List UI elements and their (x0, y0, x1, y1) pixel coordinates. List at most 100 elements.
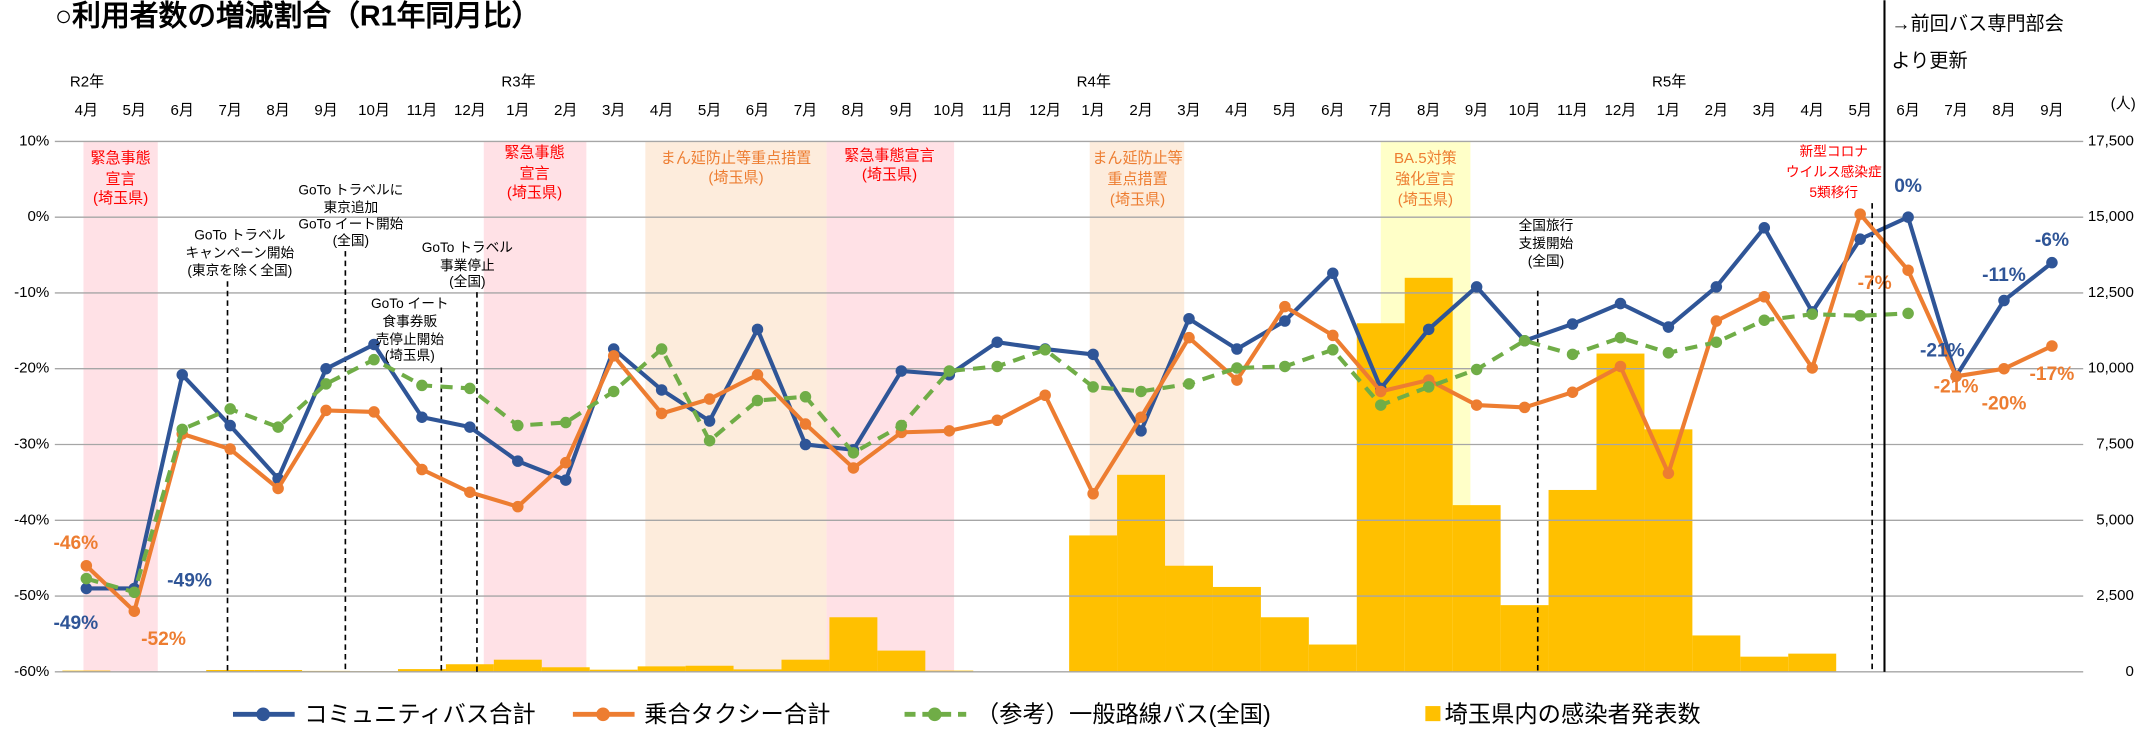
year-label: R5年 (1652, 73, 1686, 90)
series-marker (1327, 329, 1339, 342)
x-tick-label: 7月 (1369, 102, 1392, 119)
series-marker (1135, 385, 1147, 398)
series-marker (1087, 381, 1099, 393)
value-label: -49% (167, 571, 212, 592)
series-marker (1662, 321, 1675, 333)
series-marker (1422, 381, 1435, 393)
series-marker (1327, 344, 1339, 356)
event-label: 支援開始 (1519, 236, 1574, 251)
series-marker (464, 421, 476, 433)
year-label: R4年 (1077, 73, 1111, 90)
legend-label: 埼玉県内の感染者発表数 (1445, 701, 1701, 727)
series-marker (464, 486, 476, 498)
x-tick-label: 12月 (1605, 102, 1637, 119)
series-marker (991, 336, 1003, 348)
infection-bar (1356, 323, 1405, 672)
y-tick-label: -50% (14, 587, 49, 604)
x-tick-label: 1月 (1081, 102, 1104, 119)
series-marker (560, 456, 572, 469)
value-label: -20% (1982, 393, 2027, 414)
x-tick-label: 3月 (602, 102, 625, 119)
series-marker (224, 403, 236, 415)
infection-bar (1500, 605, 1549, 672)
x-tick-label: 4月 (75, 102, 98, 119)
event-label: GoTo トラベル (194, 228, 286, 243)
x-tick-label: 2月 (554, 102, 577, 119)
series-marker (1518, 401, 1531, 414)
series-marker (1566, 318, 1579, 330)
series-marker (655, 343, 668, 355)
event-label: GoTo トラベル (422, 240, 514, 255)
series-marker (703, 434, 716, 447)
series-marker (1183, 312, 1195, 325)
series-marker (895, 365, 908, 377)
series-marker (1806, 362, 1818, 374)
x-tick-label: 2月 (1705, 102, 1728, 119)
series-marker (1039, 344, 1051, 356)
value-label: -17% (2030, 364, 2075, 385)
x-tick-label: 8月 (266, 102, 289, 119)
series-line (86, 214, 2054, 591)
x-tick-label: 5月 (1848, 102, 1871, 119)
series-marker (1710, 336, 1723, 348)
y-tick-label: -60% (14, 663, 49, 680)
x-tick-label: 9月 (890, 102, 913, 119)
infection-bar (877, 650, 926, 672)
series-marker (1950, 370, 1962, 383)
series-marker (1279, 300, 1291, 313)
y-tick-label: -30% (14, 435, 49, 452)
series-marker (2046, 256, 2058, 269)
series-marker (1231, 362, 1243, 374)
series-marker (1902, 264, 1914, 276)
event-label: 東京追加 (323, 200, 378, 215)
series-marker (799, 391, 812, 403)
infection-bar (1644, 429, 1693, 672)
period-label: まん延防止等 (1092, 149, 1182, 167)
y2-tick-label: 17,500 (2088, 132, 2134, 149)
infection-bar (1308, 644, 1357, 672)
period-band (83, 141, 158, 672)
x-tick-label: 8月 (1417, 102, 1440, 119)
x-tick-label: 4月 (1225, 102, 1248, 119)
series-marker (176, 423, 188, 436)
legend-label: （参考）一般路線バス(全国) (976, 701, 1271, 727)
event-label: 売停止開始 (376, 331, 445, 347)
x-tick-label: 8月 (1992, 102, 2015, 119)
period-label: BA.5対策 (1394, 150, 1457, 167)
series-marker (1614, 331, 1627, 344)
value-label: -7% (1858, 273, 1892, 294)
series-marker (1422, 323, 1435, 336)
infection-bar (1165, 565, 1213, 672)
y-tick-label: 10% (19, 132, 49, 149)
event-label: ウイルス感染症 (1786, 164, 1882, 180)
value-label: -52% (141, 629, 186, 650)
event-label: (全国) (449, 273, 486, 289)
x-tick-label: 10月 (358, 102, 390, 119)
series-marker (1758, 290, 1771, 303)
series-marker (1470, 363, 1483, 376)
infection-bar (1260, 617, 1309, 672)
infection-bar (1404, 277, 1453, 672)
year-label: R3年 (501, 73, 535, 90)
series-marker (1566, 348, 1579, 361)
series-marker (1135, 411, 1147, 423)
value-label: -11% (1982, 265, 2026, 286)
infection-bar (1788, 653, 1837, 672)
series-marker (799, 418, 812, 430)
y-tick-label: -10% (14, 284, 49, 301)
infection-bar (589, 669, 638, 672)
series-marker (1614, 360, 1627, 373)
series-marker (320, 362, 332, 375)
event-label: GoTo イート開始 (298, 217, 403, 232)
event-label: キャンペーン開始 (185, 245, 294, 260)
series-marker (1806, 308, 1818, 320)
series-marker (2046, 340, 2058, 352)
series-marker (1710, 281, 1723, 293)
event-label: GoTo トラベルに (298, 182, 403, 197)
infection-bar (1740, 656, 1789, 672)
labels: 緊急事態宣言 (埼玉県) 緊急事態宣言 (埼玉県) まん延防止等重点措置 (埼玉県) 緊急事… (14, 73, 2134, 679)
series-marker (1758, 314, 1771, 326)
x-tick-label: 9月 (314, 102, 337, 119)
x-tick-label: 6月 (1321, 102, 1344, 119)
event-label: GoTo イート (371, 296, 449, 311)
